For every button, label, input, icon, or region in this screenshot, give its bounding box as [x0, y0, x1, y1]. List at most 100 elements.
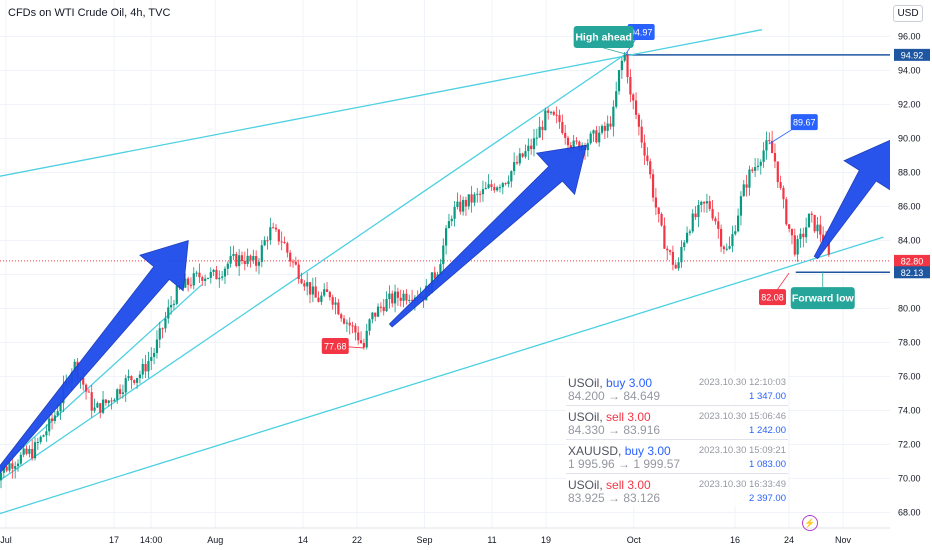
y-tick-label: 94.00	[898, 66, 921, 76]
candle-body	[33, 442, 37, 459]
x-tick-label: 17	[109, 535, 119, 545]
candle-body	[249, 255, 252, 261]
candle-body	[402, 293, 405, 301]
candle-body	[209, 271, 212, 278]
candle-body	[328, 291, 331, 298]
candle-body	[59, 403, 62, 412]
candle-body	[714, 218, 717, 222]
candle-body	[515, 162, 519, 164]
candle-body	[479, 193, 482, 195]
candle-body	[354, 325, 357, 333]
candle-body	[600, 125, 604, 133]
candle-body	[734, 231, 737, 235]
candle-body	[184, 278, 187, 288]
trade-row[interactable]: USOil, sell 3.00 84.330 → 83.916 2023.10…	[566, 406, 788, 440]
candle-body	[793, 235, 796, 255]
candle-body	[170, 304, 173, 308]
candle-body	[246, 255, 249, 265]
candle-body	[620, 60, 623, 71]
candle-body	[668, 250, 672, 252]
candle-body	[748, 169, 751, 188]
lightning-icon[interactable]: ⚡	[802, 515, 818, 531]
candle-body	[135, 378, 139, 383]
candle-body	[513, 162, 516, 172]
trade-side: sell 3.00	[606, 478, 651, 492]
candle-body	[289, 252, 292, 262]
candle-body	[56, 411, 59, 416]
candle-body	[626, 54, 629, 77]
candle-body	[118, 389, 122, 394]
candle-body	[802, 233, 805, 238]
candle-body	[308, 282, 312, 295]
candle-body	[447, 221, 451, 229]
candle-body	[121, 392, 125, 394]
trade-profit: 1 242.00	[749, 425, 786, 436]
candle-body	[541, 126, 544, 131]
candle-body	[172, 303, 176, 305]
candle-body	[822, 234, 825, 241]
candle-body	[306, 282, 309, 287]
price-axis: 96.0094.0092.0090.0088.0086.0084.0082.00…	[890, 0, 932, 550]
candle-body	[345, 322, 348, 324]
candle-body	[572, 140, 575, 149]
candle-body	[654, 197, 657, 208]
candle-body	[255, 256, 258, 266]
candle-body	[700, 201, 703, 206]
y-tick-label: 70.00	[898, 474, 921, 484]
candle-body	[796, 239, 799, 255]
candle-body	[257, 261, 261, 266]
candle-body	[722, 246, 726, 250]
candle-body	[223, 268, 227, 277]
candle-body	[243, 261, 246, 265]
trade-row[interactable]: USOil, buy 3.00 84.200 → 84.649 2023.10.…	[566, 372, 788, 406]
candle-body	[0, 472, 3, 481]
candle-body	[470, 194, 473, 203]
candle-body	[113, 399, 116, 402]
candle-body	[819, 224, 822, 235]
candle-body	[294, 261, 297, 265]
candle-body	[317, 297, 320, 302]
candle-body	[527, 145, 530, 152]
trend-arrows	[0, 139, 892, 474]
candle-body	[603, 125, 606, 131]
candle-body	[555, 114, 558, 116]
candle-body	[357, 332, 360, 341]
candle-body	[632, 94, 635, 101]
candle-body	[22, 448, 25, 455]
x-tick-label: 14:00	[140, 535, 163, 545]
horizontal-levels	[0, 54, 890, 274]
candle-body	[376, 306, 380, 317]
x-tick-label: 24	[784, 535, 794, 545]
candle-body	[297, 264, 300, 280]
candle-body	[547, 110, 550, 113]
price-label: 89.67	[793, 118, 816, 128]
candle-body	[144, 364, 147, 372]
candle-body	[524, 151, 527, 157]
y-tick-label: 90.00	[898, 134, 921, 144]
candle-body	[464, 199, 468, 207]
candle-body	[331, 297, 334, 305]
trade-row[interactable]: XAUUSD, buy 3.00 1 995.96 → 1 999.57 202…	[566, 440, 788, 474]
candle-body	[521, 153, 524, 157]
candle-body	[592, 130, 595, 134]
x-tick-label: Jul	[0, 535, 12, 545]
candle-body	[649, 161, 652, 175]
candle-body	[325, 289, 329, 292]
candle-body	[762, 150, 765, 162]
candle-body	[490, 184, 493, 187]
candle-body	[705, 201, 709, 204]
candle-body	[388, 293, 391, 300]
trade-symbol: USOil	[568, 376, 600, 390]
x-tick-label: Sep	[416, 535, 432, 545]
candle-body	[385, 299, 388, 312]
candle-body	[104, 399, 107, 403]
trade-time: 2023.10.30 12:10:03	[698, 377, 786, 388]
candle-body	[462, 199, 465, 212]
candle-body	[226, 263, 229, 269]
candle-body	[164, 318, 167, 329]
candle-body	[150, 356, 153, 361]
candle-body	[671, 251, 674, 265]
currency-button[interactable]: USD	[893, 5, 923, 22]
trade-row[interactable]: USOil, sell 3.00 83.925 → 83.126 2023.10…	[568, 478, 786, 505]
